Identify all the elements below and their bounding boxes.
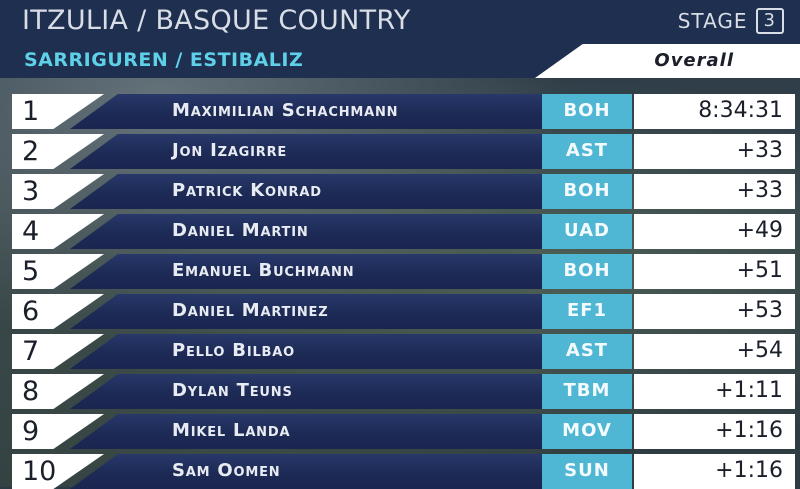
stage-number: 3 [755, 8, 784, 34]
team-cell: UAD [542, 214, 632, 249]
rider-cell: Daniel Martinez [70, 294, 548, 329]
rider-position: 6 [22, 296, 40, 327]
classification-label: Overall [654, 50, 734, 71]
rider-cell: Sam Oomen [70, 454, 548, 489]
rider-time: +49 [736, 218, 783, 243]
rider-name: Daniel Martinez [172, 300, 329, 321]
classification-tab: Overall [535, 44, 800, 78]
table-row: Pello Bilbao 7 AST +54 [12, 334, 795, 369]
rider-time: +33 [736, 138, 783, 163]
header-bar: ITZULIA / BASQUE COUNTRY STAGE 3 [0, 0, 800, 44]
rider-name: Sam Oomen [172, 460, 281, 481]
team-cell: BOH [542, 174, 632, 209]
team-cell: BOH [542, 254, 632, 289]
time-cell: +33 [634, 174, 795, 209]
team-cell: MOV [542, 414, 632, 449]
table-row: Sam Oomen 10 SUN +1:16 [12, 454, 795, 489]
team-cell: AST [542, 334, 632, 369]
rider-cell: Emanuel Buchmann [70, 254, 548, 289]
time-cell: +1:11 [634, 374, 795, 409]
rider-position: 4 [22, 216, 40, 247]
stage-indicator: STAGE 3 [678, 8, 784, 34]
rider-time: +54 [736, 338, 783, 363]
team-cell: AST [542, 134, 632, 169]
team-code: MOV [562, 420, 612, 441]
rider-time: +1:16 [715, 418, 783, 443]
rider-position: 3 [22, 176, 40, 207]
table-row: Daniel Martin 4 UAD +49 [12, 214, 795, 249]
rider-cell: Daniel Martin [70, 214, 548, 249]
rider-cell: Jon Izagirre [70, 134, 548, 169]
time-cell: 8:34:31 [634, 94, 795, 129]
rider-name: Patrick Konrad [172, 180, 322, 201]
team-code: BOH [563, 180, 611, 201]
time-cell: +54 [634, 334, 795, 369]
team-code: BOH [563, 100, 611, 121]
rider-position: 9 [22, 416, 40, 447]
subheader-bar: SARRIGUREN / ESTIBALIZ Overall [0, 44, 800, 78]
stage-route: SARRIGUREN / ESTIBALIZ [24, 49, 304, 71]
rider-time: +33 [736, 178, 783, 203]
rider-name: Emanuel Buchmann [172, 260, 355, 281]
table-row: Mikel Landa 9 MOV +1:16 [12, 414, 795, 449]
time-cell: +1:16 [634, 454, 795, 489]
rider-time: +51 [736, 258, 783, 283]
team-code: BOH [563, 260, 611, 281]
team-code: EF1 [566, 300, 608, 321]
rider-name: Mikel Landa [172, 420, 291, 441]
team-cell: TBM [542, 374, 632, 409]
table-row: Jon Izagirre 2 AST +33 [12, 134, 795, 169]
table-row: Maximilian Schachmann 1 BOH 8:34:31 [12, 94, 795, 129]
rider-cell: Maximilian Schachmann [70, 94, 548, 129]
rider-position: 1 [22, 96, 40, 127]
rider-time: +1:11 [715, 378, 783, 403]
rider-cell: Mikel Landa [70, 414, 548, 449]
table-row: Emanuel Buchmann 5 BOH +51 [12, 254, 795, 289]
rider-position: 7 [22, 336, 40, 367]
rider-time: 8:34:31 [698, 98, 783, 123]
team-code: UAD [564, 220, 610, 241]
rider-cell: Patrick Konrad [70, 174, 548, 209]
team-cell: SUN [542, 454, 632, 489]
table-row: Dylan Teuns 8 TBM +1:11 [12, 374, 795, 409]
time-cell: +49 [634, 214, 795, 249]
rider-name: Dylan Teuns [172, 380, 293, 401]
time-cell: +33 [634, 134, 795, 169]
rider-position: 5 [22, 256, 40, 287]
rider-name: Jon Izagirre [172, 140, 288, 161]
time-cell: +1:16 [634, 414, 795, 449]
team-code: AST [565, 340, 609, 361]
team-code: SUN [564, 460, 610, 481]
rider-cell: Dylan Teuns [70, 374, 548, 409]
rider-name: Pello Bilbao [172, 340, 295, 361]
team-cell: BOH [542, 94, 632, 129]
team-code: TBM [563, 380, 611, 401]
time-cell: +51 [634, 254, 795, 289]
time-cell: +53 [634, 294, 795, 329]
stage-label: STAGE [677, 9, 748, 33]
route-banner [0, 44, 590, 78]
rider-name: Maximilian Schachmann [172, 100, 399, 121]
rider-name: Daniel Martin [172, 220, 309, 241]
rider-position: 8 [22, 376, 40, 407]
rider-position: 2 [22, 136, 40, 167]
rider-position: 10 [22, 456, 57, 487]
team-cell: EF1 [542, 294, 632, 329]
rider-cell: Pello Bilbao [70, 334, 548, 369]
table-row: Patrick Konrad 3 BOH +33 [12, 174, 795, 209]
rider-time: +53 [736, 298, 783, 323]
table-row: Daniel Martinez 6 EF1 +53 [12, 294, 795, 329]
team-code: AST [565, 140, 609, 161]
rider-time: +1:16 [715, 458, 783, 483]
race-title: ITZULIA / BASQUE COUNTRY [22, 5, 411, 36]
